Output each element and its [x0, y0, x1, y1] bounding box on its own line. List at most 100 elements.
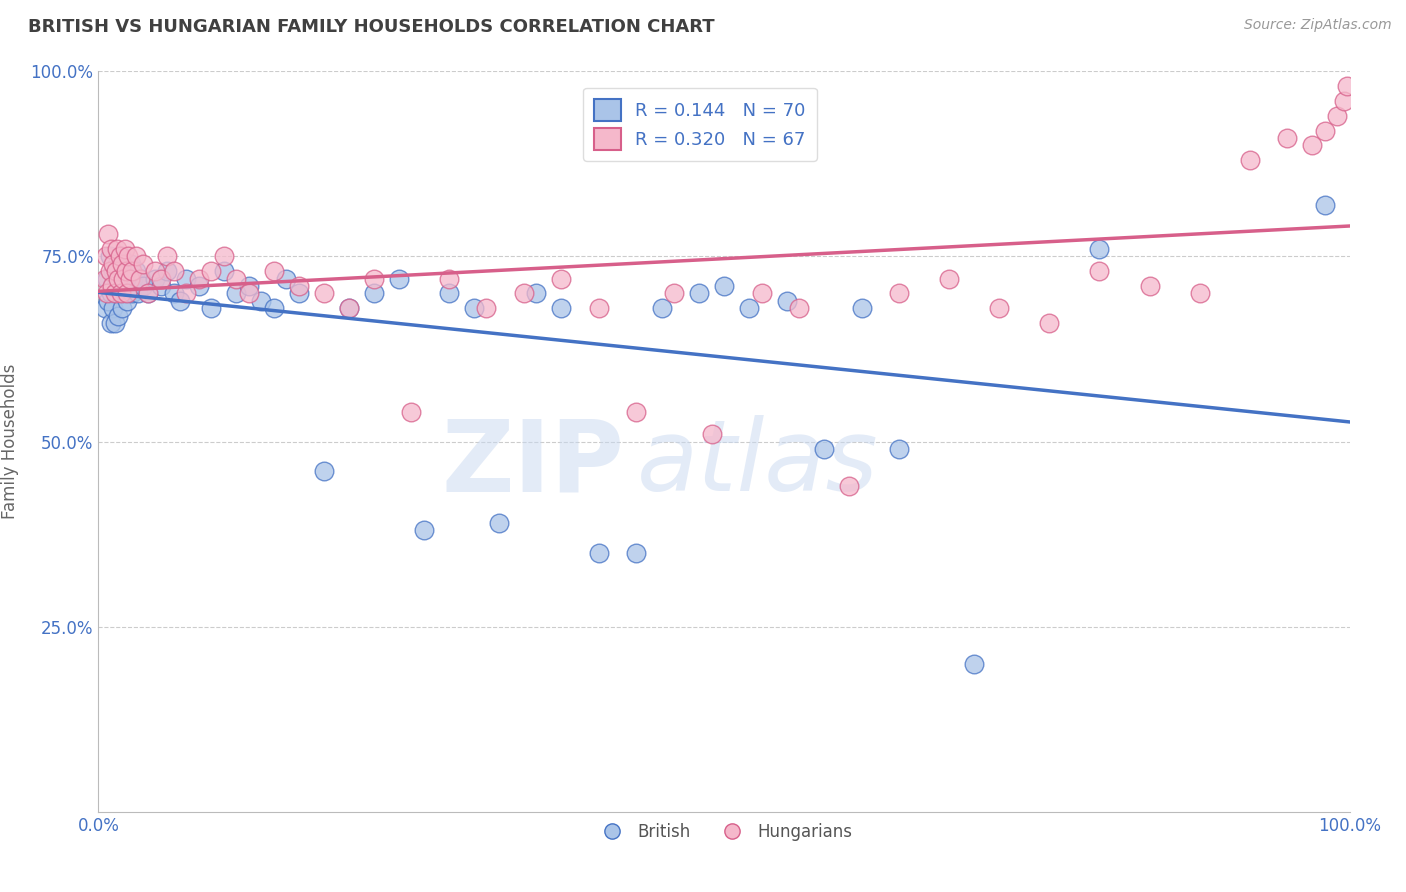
Point — [94, 250, 117, 264]
Point — [388, 271, 411, 285]
Point — [100, 286, 122, 301]
Point — [128, 271, 150, 285]
Point — [889, 286, 911, 301]
Point — [112, 271, 135, 285]
Point — [776, 293, 799, 308]
Point — [93, 301, 115, 316]
Text: Source: ZipAtlas.com: Source: ZipAtlas.com — [1244, 18, 1392, 32]
Point — [200, 264, 222, 278]
Point — [114, 242, 136, 256]
Point — [101, 279, 124, 293]
Point — [100, 316, 122, 330]
Point — [117, 271, 139, 285]
Point — [115, 286, 138, 301]
Point — [713, 279, 735, 293]
Point — [118, 271, 141, 285]
Point — [813, 442, 835, 456]
Point — [263, 301, 285, 316]
Point — [363, 271, 385, 285]
Y-axis label: Family Households: Family Households — [1, 364, 20, 519]
Point — [650, 301, 672, 316]
Point — [138, 286, 160, 301]
Point — [108, 271, 131, 285]
Point — [132, 279, 155, 293]
Point — [104, 271, 127, 285]
Point — [111, 257, 134, 271]
Point — [1188, 286, 1211, 301]
Point — [225, 286, 247, 301]
Point — [110, 286, 132, 301]
Point — [1038, 316, 1060, 330]
Point — [162, 264, 184, 278]
Point — [97, 227, 120, 242]
Point — [513, 286, 536, 301]
Point — [212, 250, 235, 264]
Point — [105, 286, 128, 301]
Point — [738, 301, 761, 316]
Point — [111, 301, 134, 316]
Point — [98, 250, 121, 264]
Point — [115, 293, 138, 308]
Point — [550, 301, 572, 316]
Point — [97, 293, 120, 308]
Point — [626, 546, 648, 560]
Point — [96, 271, 118, 285]
Text: BRITISH VS HUNGARIAN FAMILY HOUSEHOLDS CORRELATION CHART: BRITISH VS HUNGARIAN FAMILY HOUSEHOLDS C… — [28, 18, 714, 36]
Point — [938, 271, 960, 285]
Point — [988, 301, 1011, 316]
Point — [838, 479, 860, 493]
Point — [250, 293, 273, 308]
Point — [132, 257, 155, 271]
Point — [1313, 197, 1336, 211]
Point — [115, 264, 138, 278]
Point — [312, 464, 335, 478]
Point — [700, 427, 723, 442]
Point — [105, 242, 128, 256]
Point — [412, 524, 434, 538]
Point — [103, 301, 125, 316]
Legend: British, Hungarians: British, Hungarians — [589, 816, 859, 847]
Point — [1336, 79, 1358, 94]
Point — [274, 271, 298, 285]
Point — [363, 286, 385, 301]
Point — [100, 242, 122, 256]
Point — [174, 286, 197, 301]
Point — [118, 279, 141, 293]
Point — [238, 286, 260, 301]
Point — [169, 293, 191, 308]
Point — [114, 286, 136, 301]
Point — [104, 286, 127, 301]
Point — [851, 301, 873, 316]
Point — [115, 264, 138, 278]
Point — [688, 286, 710, 301]
Point — [524, 286, 547, 301]
Point — [287, 286, 309, 301]
Point — [312, 286, 335, 301]
Point — [125, 250, 148, 264]
Point — [107, 309, 129, 323]
Point — [488, 516, 510, 530]
Point — [1277, 131, 1299, 145]
Point — [93, 271, 115, 285]
Point — [751, 286, 773, 301]
Point — [162, 286, 184, 301]
Point — [143, 264, 166, 278]
Point — [963, 657, 986, 671]
Point — [1088, 264, 1111, 278]
Point — [174, 271, 197, 285]
Point — [437, 286, 460, 301]
Point — [122, 271, 145, 285]
Point — [437, 271, 460, 285]
Point — [263, 264, 285, 278]
Point — [1239, 153, 1261, 168]
Point — [125, 264, 148, 278]
Point — [787, 301, 810, 316]
Point — [103, 264, 125, 278]
Point — [101, 279, 124, 293]
Point — [200, 301, 222, 316]
Point — [337, 301, 360, 316]
Point — [105, 257, 128, 271]
Point — [150, 271, 173, 285]
Point — [104, 264, 127, 278]
Point — [110, 250, 132, 264]
